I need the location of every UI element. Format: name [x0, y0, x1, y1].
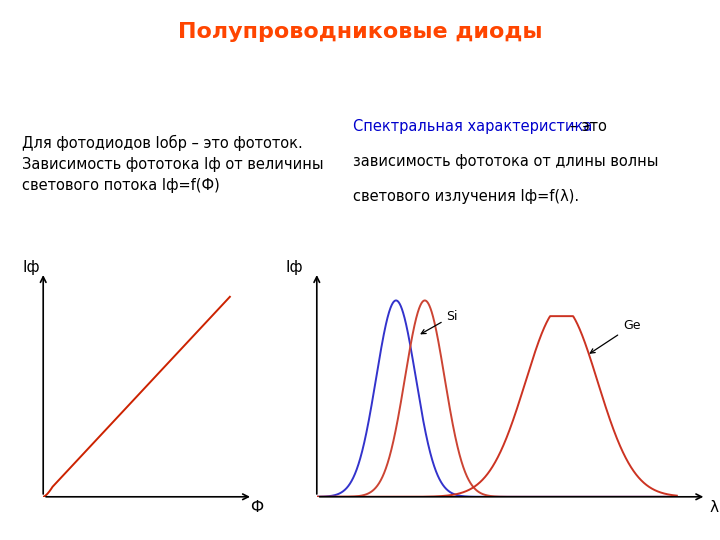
Text: Ф: Ф	[251, 500, 264, 515]
Text: Полупроводниковые диоды: Полупроводниковые диоды	[178, 22, 542, 42]
Text: Для фотодиодов Iобр – это фототок.
Зависимость фототока Iф от величины
светового: Для фотодиодов Iобр – это фототок. Завис…	[22, 135, 323, 193]
Text: зависимость фототока от длины волны: зависимость фототока от длины волны	[353, 154, 658, 169]
Text: Спектральная характеристика: Спектральная характеристика	[353, 119, 592, 134]
Text: Ge: Ge	[590, 320, 640, 353]
Text: Si: Si	[421, 309, 458, 334]
Text: λ: λ	[709, 500, 718, 515]
Text: светового излучения Iф=f(λ).: светового излучения Iф=f(λ).	[353, 189, 579, 204]
Text: – это: – это	[565, 119, 607, 134]
Text: Iф: Iф	[286, 260, 303, 275]
Text: Iф: Iф	[22, 260, 40, 275]
